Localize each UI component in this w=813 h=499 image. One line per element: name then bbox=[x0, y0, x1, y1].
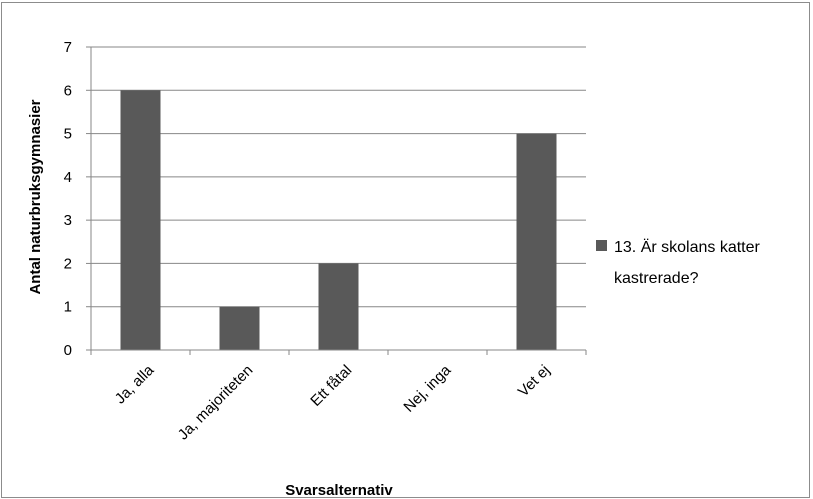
x-tick-label: Ett fåtal bbox=[307, 362, 355, 410]
x-tick-label: Ja, alla bbox=[112, 361, 158, 407]
x-tick-label: Vet ej bbox=[515, 362, 554, 401]
y-tick-label: 4 bbox=[64, 169, 72, 186]
legend-label-line-1: 13. Är skolans katter bbox=[614, 238, 761, 256]
gridlines bbox=[91, 46, 586, 308]
axes bbox=[90, 47, 586, 351]
y-axis-title: Antal naturbruksgymnasier bbox=[27, 99, 44, 294]
legend-label-line-2: kastrerade? bbox=[614, 270, 699, 287]
x-tick-labels: Ja, alla Ja, majoriteten Ett fåtal Nej, ing… bbox=[90, 350, 587, 444]
bar bbox=[516, 133, 557, 350]
bars bbox=[120, 90, 557, 351]
x-tick-label: Nej, inga bbox=[400, 361, 454, 415]
y-tick-label: 1 bbox=[64, 299, 72, 316]
y-tick-label: 0 bbox=[64, 342, 72, 359]
y-tick-label: 3 bbox=[64, 212, 72, 229]
y-tick-label: 6 bbox=[64, 82, 72, 99]
bar bbox=[120, 90, 161, 351]
y-tick-labels: 0 1 2 3 4 5 6 7 bbox=[64, 39, 91, 359]
legend-swatch bbox=[596, 240, 607, 251]
bar bbox=[219, 306, 260, 350]
y-tick-label: 7 bbox=[64, 39, 72, 56]
bar bbox=[318, 263, 359, 350]
legend: 13. Är skolans katter kastrerade? bbox=[596, 238, 761, 287]
y-tick-label: 5 bbox=[64, 126, 72, 143]
x-axis-title: Svarsalternativ bbox=[285, 482, 393, 499]
x-tick-label: Ja, majoriteten bbox=[175, 362, 257, 444]
y-tick-label: 2 bbox=[64, 255, 72, 272]
